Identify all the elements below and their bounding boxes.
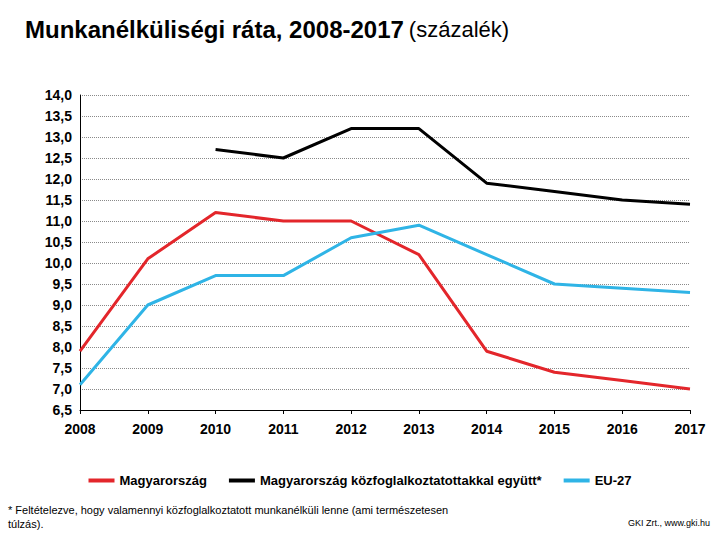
svg-text:Magyarország közfoglalkoztatot: Magyarország közfoglalkoztatottakkal egy… <box>260 473 543 488</box>
svg-text:Munkanélküliségi ráta, 2008-20: Munkanélküliségi ráta, 2008-2017 <box>25 16 404 43</box>
svg-text:8,0: 8,0 <box>53 339 73 355</box>
svg-text:2013: 2013 <box>403 421 434 437</box>
svg-text:12,0: 12,0 <box>45 171 72 187</box>
svg-text:* Feltételezve, hogy valamenny: * Feltételezve, hogy valamennyi közfogla… <box>8 504 451 516</box>
svg-text:9,5: 9,5 <box>53 276 73 292</box>
svg-text:13,0: 13,0 <box>45 129 72 145</box>
svg-text:(százalék): (százalék) <box>409 17 509 42</box>
svg-text:2008: 2008 <box>64 421 95 437</box>
svg-text:2014: 2014 <box>471 421 502 437</box>
svg-text:2017: 2017 <box>674 421 705 437</box>
svg-text:6,5: 6,5 <box>53 402 73 418</box>
svg-text:2012: 2012 <box>336 421 367 437</box>
svg-text:2009: 2009 <box>132 421 163 437</box>
svg-text:Magyarország: Magyarország <box>120 473 207 488</box>
svg-text:9,0: 9,0 <box>53 297 73 313</box>
svg-text:7,0: 7,0 <box>53 381 73 397</box>
svg-text:EU-27: EU-27 <box>595 473 632 488</box>
svg-text:2010: 2010 <box>200 421 231 437</box>
svg-text:túlzás).: túlzás). <box>8 518 43 530</box>
svg-text:11,0: 11,0 <box>46 213 73 229</box>
svg-text:10,0: 10,0 <box>45 255 72 271</box>
svg-text:7,5: 7,5 <box>53 360 73 376</box>
svg-text:14,0: 14,0 <box>45 87 72 103</box>
svg-text:10,5: 10,5 <box>45 234 72 250</box>
svg-text:GKI Zrt., www.gki.hu: GKI Zrt., www.gki.hu <box>628 518 710 528</box>
svg-text:13,5: 13,5 <box>45 108 72 124</box>
svg-text:2015: 2015 <box>539 421 570 437</box>
svg-text:2016: 2016 <box>607 421 638 437</box>
svg-text:2011: 2011 <box>268 421 299 437</box>
svg-text:11,5: 11,5 <box>46 192 73 208</box>
svg-text:12,5: 12,5 <box>45 150 72 166</box>
svg-text:8,5: 8,5 <box>53 318 73 334</box>
